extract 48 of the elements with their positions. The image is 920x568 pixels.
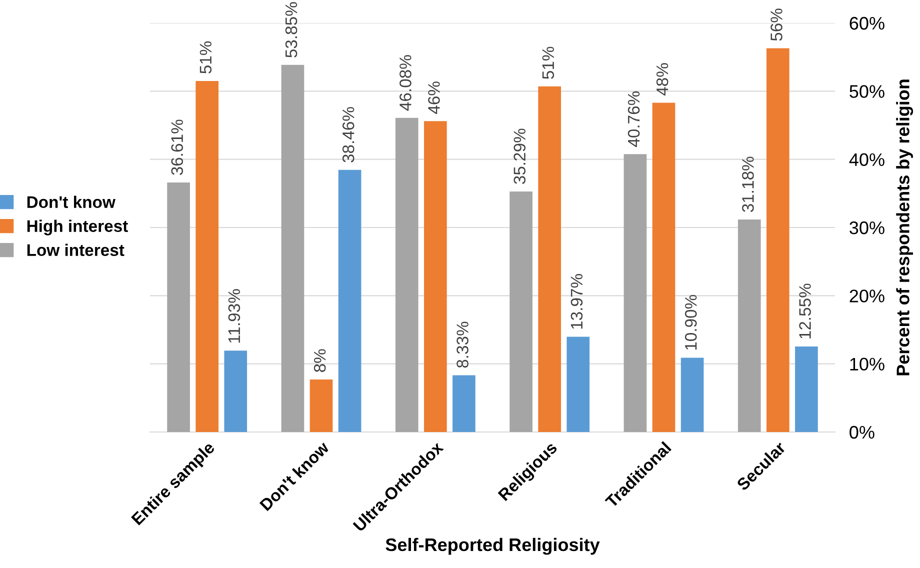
- data-label: 8%: [314, 349, 326, 372]
- legend-label: Low interest: [27, 244, 124, 256]
- data-label: 10.90%: [684, 294, 697, 350]
- y-tick-label: 60%: [850, 16, 884, 30]
- bar: [652, 102, 676, 432]
- data-label: 56%: [770, 8, 782, 41]
- data-label: 53.85%: [285, 2, 298, 58]
- bar: [566, 336, 590, 432]
- data-label: 38.46%: [342, 107, 354, 162]
- data-label: 51%: [200, 41, 212, 74]
- bar: [338, 170, 362, 432]
- bar: [310, 380, 333, 432]
- bar: [510, 191, 532, 432]
- y-tick-label: 40%: [849, 153, 884, 166]
- data-label: 48%: [656, 63, 668, 96]
- bar: [281, 64, 304, 432]
- data-label: 46.08%: [400, 55, 412, 111]
- y-tick-label: 0%: [850, 426, 874, 439]
- legend-label: Don't know: [27, 196, 116, 208]
- data-label: 8.33%: [456, 322, 468, 368]
- bar: [766, 48, 790, 432]
- bar: [738, 219, 761, 432]
- data-label: 13.97%: [570, 274, 583, 329]
- y-axis-title: Percent of respondents by religion: [896, 80, 914, 376]
- bar: [452, 375, 476, 432]
- y-tick-label: 20%: [850, 290, 884, 302]
- data-label: 36.61%: [171, 120, 184, 175]
- data-label: 11.93%: [228, 289, 240, 343]
- bar: [624, 154, 647, 432]
- legend-label: High interest: [27, 220, 128, 236]
- bar: [167, 182, 190, 432]
- data-label: 40.76%: [628, 91, 640, 147]
- bar: [224, 350, 248, 432]
- x-axis-title: Self-Reported Religiosity: [386, 538, 600, 555]
- bar: [395, 118, 418, 432]
- bar: [795, 346, 818, 432]
- data-label: 12.55%: [799, 284, 811, 338]
- data-label: 51%: [542, 46, 554, 79]
- bar: [538, 86, 561, 432]
- data-label: 35.29%: [514, 128, 526, 184]
- data-label: 46%: [428, 82, 440, 114]
- bar: [680, 358, 704, 432]
- y-tick-label: 50%: [850, 85, 884, 98]
- data-label: 31.18%: [742, 156, 754, 212]
- bar: [424, 121, 447, 432]
- y-tick-label: 10%: [850, 358, 884, 371]
- bar: [196, 80, 218, 432]
- y-tick-label: 30%: [850, 221, 884, 234]
